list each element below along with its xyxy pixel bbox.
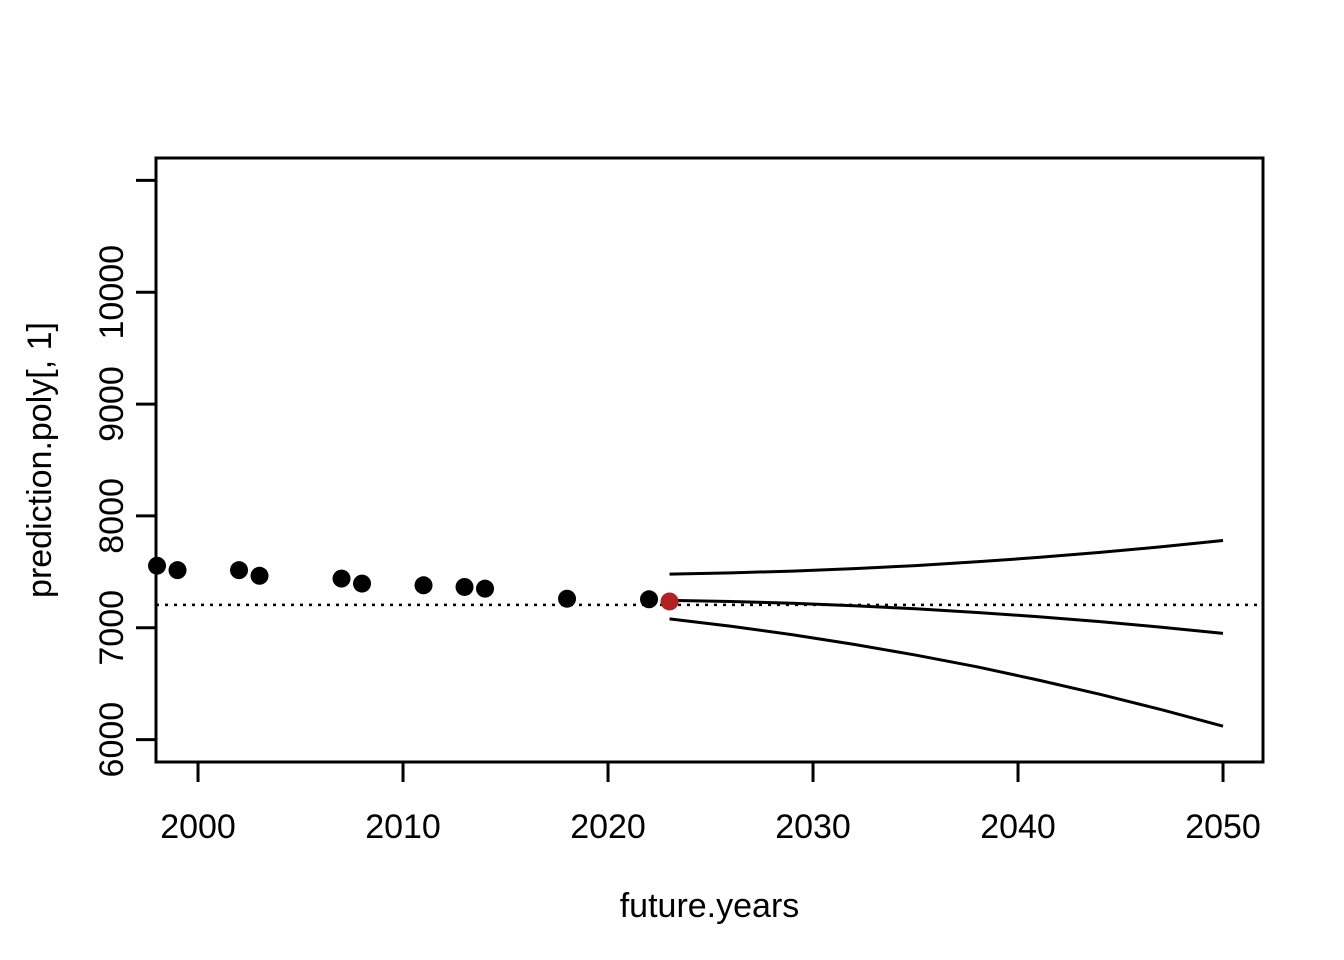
x-axis-tick-label: 2040 xyxy=(980,808,1056,846)
x-axis-title: future.years xyxy=(619,887,800,925)
y-axis-tick-label: 10000 xyxy=(93,245,131,340)
plot-box xyxy=(154,156,1265,764)
prediction-upper-bound-line xyxy=(669,539,1224,576)
observed-point xyxy=(476,579,495,598)
y-axis-tick-label: 9000 xyxy=(93,366,131,442)
x-axis-tick-label: 2030 xyxy=(775,808,851,846)
x-axis-tick-label: 2050 xyxy=(1185,808,1261,846)
prediction-lower-bound-line xyxy=(669,617,1224,728)
y-axis-tick-label: 7000 xyxy=(93,590,131,666)
observed-point xyxy=(558,589,577,608)
prediction-fit-line xyxy=(669,598,1224,635)
observed-point xyxy=(414,576,433,595)
observed-point xyxy=(640,590,659,609)
y-axis-tick-label: 6000 xyxy=(93,702,131,778)
observed-point xyxy=(250,566,269,585)
x-axis-tick-label: 2010 xyxy=(365,808,441,846)
highlight-point xyxy=(660,592,679,611)
observed-point xyxy=(353,574,372,593)
observed-point xyxy=(332,569,351,588)
x-axis-tick-label: 2020 xyxy=(570,808,646,846)
y-axis-tick-label: 8000 xyxy=(93,478,131,554)
observed-point xyxy=(168,561,187,580)
y-axis-title: prediction.poly[, 1] xyxy=(21,322,59,598)
observed-point xyxy=(230,561,249,580)
observed-point xyxy=(455,577,474,596)
x-axis-tick-label: 2000 xyxy=(160,808,236,846)
